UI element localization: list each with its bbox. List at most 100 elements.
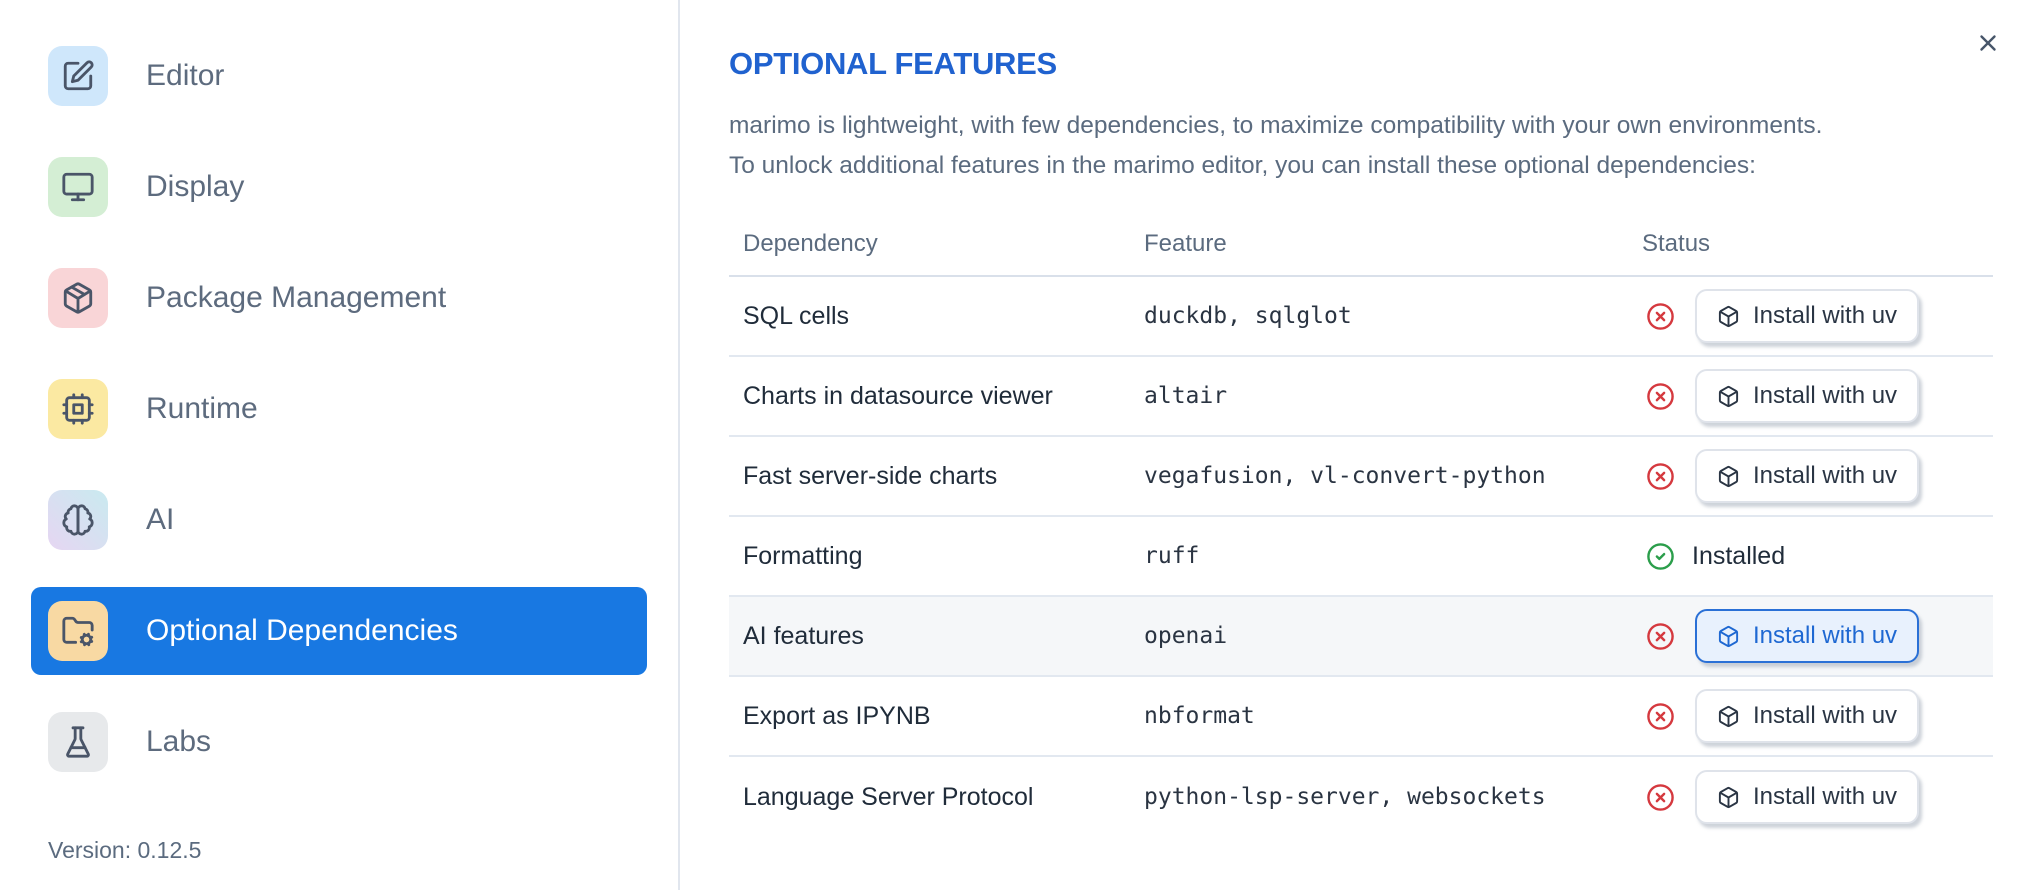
sidebar-item-label: Editor <box>146 59 225 92</box>
package-box-icon <box>1718 385 1739 407</box>
status-cell: Install with uv <box>1642 289 1993 343</box>
sidebar-item-label: Display <box>146 170 245 203</box>
square-pen-icon <box>63 60 94 91</box>
sidebar-item-package-management[interactable]: Package Management <box>31 254 647 342</box>
dependency-cell: AI features <box>743 621 864 650</box>
install-with-uv-button[interactable]: Install with uv <box>1695 770 1920 824</box>
table-row: AI features openai Install with uv <box>729 597 1993 677</box>
dependency-cell: Fast server-side charts <box>743 461 998 490</box>
feature-cell: nbformat <box>1144 703 1255 729</box>
not-installed-status-icon <box>1646 702 1675 731</box>
cpu-icon <box>62 393 94 425</box>
sidebar-item-optional-dependencies[interactable]: Optional Dependencies <box>31 587 647 675</box>
install-button-label: Install with uv <box>1753 382 1898 409</box>
sidebar-item-label: Package Management <box>146 281 447 314</box>
table-row: Export as IPYNB nbformat Install with uv <box>729 677 1993 757</box>
close-icon <box>1980 35 1996 51</box>
dependency-cell: Formatting <box>743 541 863 570</box>
description-text: marimo is lightweight, with few dependen… <box>729 106 1822 186</box>
column-header-status: Status <box>1642 230 1711 257</box>
sidebar-item-display[interactable]: Display <box>31 143 647 231</box>
display-icon-tile <box>48 157 108 217</box>
column-header-dependency: Dependency <box>743 230 878 257</box>
package-icon <box>63 282 93 314</box>
runtime-icon-tile <box>48 379 108 439</box>
status-cell: Install with uv <box>1642 770 1993 824</box>
dependency-cell: SQL cells <box>743 301 850 330</box>
brain-icon <box>62 504 94 536</box>
feature-cell: ruff <box>1144 543 1200 569</box>
install-button-label: Install with uv <box>1753 462 1898 489</box>
folder-cog-icon <box>62 616 94 647</box>
package-box-icon <box>1718 705 1739 727</box>
feature-cell: python-lsp-server, websockets <box>1144 784 1546 810</box>
sidebar-item-label: AI <box>146 503 175 536</box>
install-button-label: Install with uv <box>1753 622 1898 649</box>
install-with-uv-button[interactable]: Install with uv <box>1695 369 1920 423</box>
version-label: Version: 0.12.5 <box>48 837 202 863</box>
status-cell: Installed <box>1642 542 1993 571</box>
sidebar-item-ai[interactable]: AI <box>31 476 647 564</box>
optional-deps-icon-tile <box>48 601 108 661</box>
description-line-1: marimo is lightweight, with few dependen… <box>729 112 1823 139</box>
table-row: Language Server Protocol python-lsp-serv… <box>729 757 1993 837</box>
package-box-icon <box>1718 305 1739 327</box>
not-installed-status-icon <box>1646 382 1675 411</box>
circle-check-icon <box>1647 542 1674 570</box>
flask-icon <box>66 726 90 758</box>
status-cell: Install with uv <box>1642 369 1993 423</box>
status-cell: Install with uv <box>1642 449 1993 503</box>
install-button-label: Install with uv <box>1753 302 1898 329</box>
settings-sidebar: Editor Display Package Management Runtim… <box>0 0 680 890</box>
dependency-cell: Charts in datasource viewer <box>743 381 1053 410</box>
circle-x-icon <box>1647 382 1674 410</box>
table-row: SQL cells duckdb, sqlglot Install with u… <box>729 277 1993 357</box>
sidebar-item-labs[interactable]: Labs <box>31 698 647 786</box>
sidebar-item-editor[interactable]: Editor <box>31 32 647 120</box>
editor-icon-tile <box>48 46 108 106</box>
description-line-2: To unlock additional features in the mar… <box>729 152 1756 179</box>
sidebar-item-label: Labs <box>146 725 212 758</box>
page-title: OPTIONAL FEATURES <box>729 46 1057 81</box>
sidebar-item-label: Optional Dependencies <box>146 614 458 647</box>
package-box-icon <box>1718 786 1739 808</box>
install-with-uv-button[interactable]: Install with uv <box>1695 689 1920 743</box>
package-box-icon <box>1718 465 1739 487</box>
feature-cell: duckdb, sqlglot <box>1144 303 1352 329</box>
install-with-uv-button[interactable]: Install with uv <box>1695 289 1920 343</box>
sidebar-item-runtime[interactable]: Runtime <box>31 365 647 453</box>
status-cell: Install with uv <box>1642 689 1993 743</box>
installed-label: Installed <box>1692 541 1786 570</box>
circle-x-icon <box>1647 462 1674 490</box>
table-row: Formatting ruff Installed <box>729 517 1993 597</box>
labs-icon-tile <box>48 712 108 772</box>
not-installed-status-icon <box>1646 622 1675 651</box>
install-with-uv-button[interactable]: Install with uv <box>1695 449 1920 503</box>
dependency-cell: Export as IPYNB <box>743 701 931 730</box>
circle-x-icon <box>1647 622 1674 650</box>
table-body: SQL cells duckdb, sqlglot Install with u… <box>729 277 1993 837</box>
ai-icon-tile <box>48 490 108 550</box>
not-installed-status-icon <box>1646 783 1675 812</box>
circle-x-icon <box>1647 783 1674 811</box>
dependencies-table: Dependency Feature Status SQL cells duck… <box>729 213 1993 837</box>
table-row: Charts in datasource viewer altair Insta… <box>729 357 1993 437</box>
install-button-label: Install with uv <box>1753 783 1898 810</box>
install-with-uv-button[interactable]: Install with uv <box>1695 609 1920 663</box>
install-button-label: Install with uv <box>1753 702 1898 729</box>
circle-x-icon <box>1647 302 1674 330</box>
sidebar-nav-list: Editor Display Package Management Runtim… <box>31 32 678 786</box>
close-dialog-button[interactable] <box>1975 28 2005 58</box>
optional-features-panel: OPTIONAL FEATURES marimo is lightweight,… <box>682 0 2042 890</box>
not-installed-status-icon <box>1646 302 1675 331</box>
sidebar-item-label: Runtime <box>146 392 258 425</box>
dependency-cell: Language Server Protocol <box>743 782 1034 811</box>
installed-status-icon <box>1646 542 1675 571</box>
table-header-row: Dependency Feature Status <box>729 213 1993 277</box>
monitor-icon <box>62 172 94 202</box>
circle-x-icon <box>1647 702 1674 730</box>
feature-cell: vegafusion, vl-convert-python <box>1144 463 1546 489</box>
feature-cell: altair <box>1144 383 1228 409</box>
table-row: Fast server-side charts vegafusion, vl-c… <box>729 437 1993 517</box>
column-header-feature: Feature <box>1144 230 1227 257</box>
